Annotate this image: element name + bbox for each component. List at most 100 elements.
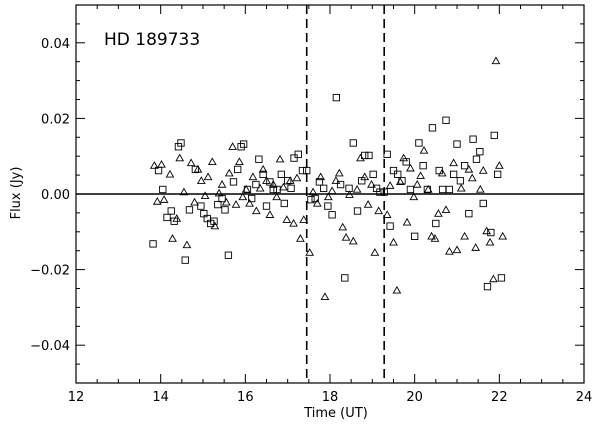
triangle-point [392,285,402,294]
square-point [442,116,450,124]
triangle-point [272,192,282,201]
square-point [432,219,440,228]
triangle-point [308,187,318,196]
triangle-point [217,180,227,188]
square-point [449,170,458,178]
square-point [252,180,260,189]
triangle-point [370,248,380,256]
triangle-point [245,198,254,207]
triangle-point [406,163,415,172]
square-point [239,140,248,148]
triangle-point [482,226,492,235]
square-point [483,282,492,291]
triangle-point [248,172,258,181]
square-point [349,139,357,147]
triangle-point [327,186,337,195]
square-point [476,148,484,156]
triangle-point [305,248,315,256]
square-point [311,194,319,203]
square-point [218,194,226,203]
triangle-point [419,146,429,154]
square-point [191,165,200,174]
square-point [493,170,502,178]
triangle-point [175,153,185,162]
triangle-point [203,172,213,181]
square-point [185,206,194,214]
square-point [163,213,171,222]
triangle-point [165,169,175,178]
square-point [320,184,328,192]
square-point [234,165,242,174]
triangle-point [478,166,488,174]
square-point [197,202,205,210]
square-point [307,196,315,204]
triangle-point [312,198,322,207]
square-point [332,93,340,102]
triangle-point [152,197,162,205]
x-axis-label: Time (UT) [303,406,368,421]
triangle-point [200,191,210,200]
triangle-point [352,184,362,193]
square-point [328,211,336,219]
square-point [383,150,391,158]
triangle-point [159,195,169,203]
square-point [479,199,487,208]
triangle-point [382,210,392,218]
square-point [287,184,295,192]
square-point [469,135,477,143]
square-point [487,228,495,237]
triangle-point [367,180,376,188]
square-point [490,131,498,140]
y-tick-label: −0.04 [30,339,70,354]
x-tick-label: 24 [576,390,593,405]
square-point [154,166,163,175]
triangle-point [363,200,373,208]
triangle-point [292,173,302,182]
square-point [353,207,362,215]
triangle-point [389,237,398,246]
square-point [456,177,465,185]
square-point [170,217,178,225]
square-point [303,166,311,175]
x-tick-label: 14 [152,390,169,405]
triangle-point [285,176,295,184]
square-point [423,185,432,194]
triangle-point [430,234,440,242]
star-annotation: HD 189733 [104,30,200,50]
square-point [229,178,238,186]
triangle-point [485,237,495,246]
triangle-point [449,158,458,167]
triangle-point [456,183,466,192]
triangle-point [437,168,447,177]
y-tick-label: 0.00 [41,188,70,203]
square-point [402,158,410,166]
triangle-point [186,158,196,167]
square-point [259,170,267,178]
triangle-point [341,232,351,241]
triangle-point [475,184,485,193]
y-tick-label: 0.04 [41,37,70,52]
square-point [341,274,349,282]
triangle-point [182,240,192,249]
square-point [406,185,415,194]
square-point [460,161,469,170]
square-point [273,185,281,194]
triangle-point [374,206,384,215]
triangle-point [193,164,203,173]
square-point [294,150,302,158]
square-point [277,170,285,178]
triangle-point [402,217,412,226]
triangle-point [179,187,189,196]
square-point [298,166,307,175]
triangle-point [224,168,234,177]
square-point [411,232,419,240]
square-point [280,199,288,208]
y-tick-label: 0.02 [41,112,70,127]
square-point [237,143,245,151]
triangle-point [409,192,419,201]
triangle-point [498,231,508,240]
square-point [149,240,157,248]
square-point [428,124,437,132]
x-tick-label: 22 [491,390,508,405]
square-point [435,166,443,175]
